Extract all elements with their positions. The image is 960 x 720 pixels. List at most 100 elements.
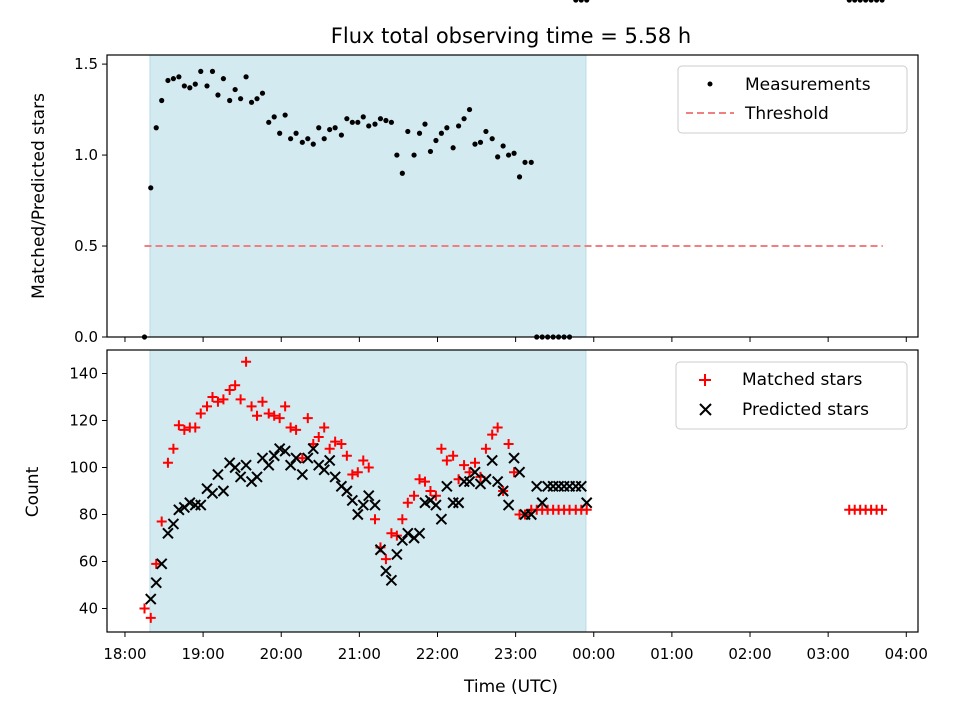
predicted-star-point xyxy=(234,471,247,483)
predicted-star-point xyxy=(441,480,453,493)
y-tick-label: 1.0 xyxy=(74,146,98,164)
measurement-point xyxy=(377,116,384,122)
measurement-point xyxy=(349,119,355,125)
matched-star-point xyxy=(218,394,229,405)
predicted-star-point xyxy=(531,480,543,493)
predicted-star-point xyxy=(463,475,476,488)
measurement-point xyxy=(355,119,361,125)
predicted-star-point xyxy=(162,527,174,540)
matched-star-point xyxy=(414,474,425,485)
predicted-star-point xyxy=(391,548,403,561)
predicted-star-point xyxy=(357,499,369,511)
matched-star-point xyxy=(487,429,498,440)
predicted-star-point xyxy=(268,450,280,462)
measurement-point xyxy=(215,92,221,98)
x-tick-label: 03:00 xyxy=(807,645,850,663)
matched-star-point xyxy=(480,443,491,454)
predicted-star-point xyxy=(508,452,520,464)
legend-predicted-marker xyxy=(699,403,712,416)
matched-star-point xyxy=(469,457,480,468)
predicted-star-point xyxy=(302,452,314,464)
top-y-ticks: 0.0 0.5 1.0 1.5 xyxy=(74,55,107,346)
legend-measurements-marker xyxy=(707,81,713,87)
bottom-x-ticks: 18:00 19:00 20:00 21:00 22:00 23:00 00:00 01:00… xyxy=(103,632,928,663)
legend-matched-marker xyxy=(699,374,711,386)
measurement-point xyxy=(466,106,473,113)
measurement-point xyxy=(495,154,501,160)
measurement-point xyxy=(338,132,344,138)
measurement-point xyxy=(316,125,322,131)
measurement-point xyxy=(227,97,233,104)
matched-star-point xyxy=(313,431,324,442)
matched-star-point xyxy=(285,422,296,433)
measurement-point xyxy=(232,86,238,93)
x-tick-label: 01:00 xyxy=(650,645,693,663)
matched-star-point xyxy=(202,401,213,412)
measurement-point xyxy=(868,0,874,3)
x-tick-label: 20:00 xyxy=(260,645,303,663)
matched-star-point xyxy=(386,528,397,539)
matched-star-point xyxy=(241,356,252,367)
matched-star-point xyxy=(425,486,436,496)
measurement-point xyxy=(857,0,863,3)
measurement-point xyxy=(198,68,204,74)
matched-star-point xyxy=(441,455,452,466)
x-axis-label: Time (UTC) xyxy=(463,677,558,697)
measurement-point xyxy=(305,136,311,142)
matched-star-point xyxy=(302,413,313,424)
measurement-point xyxy=(573,0,579,3)
predicted-star-point xyxy=(480,473,492,485)
predicted-star-point xyxy=(402,527,414,540)
predicted-star-point xyxy=(145,593,157,605)
matched-star-point xyxy=(358,455,369,466)
measurement-point xyxy=(388,119,394,125)
y-tick-label: 0.5 xyxy=(74,237,98,255)
matched-star-point xyxy=(391,530,402,541)
predicted-star-point xyxy=(513,466,526,478)
observing-window-shade-top xyxy=(149,54,587,338)
predicted-star-point xyxy=(491,475,504,488)
matched-star-point xyxy=(436,443,447,454)
measurement-point xyxy=(176,74,182,80)
predicted-star-point xyxy=(279,445,291,457)
measurement-point xyxy=(578,0,584,3)
measurement-point xyxy=(433,137,439,144)
predicted-star-point xyxy=(396,534,409,547)
measurement-point xyxy=(584,0,590,3)
matched-star-point xyxy=(162,457,173,468)
matched-star-point xyxy=(509,467,520,478)
matched-star-point xyxy=(235,394,246,405)
measurement-point xyxy=(528,159,534,165)
matched-star-point xyxy=(280,401,291,412)
top-x-ticks xyxy=(124,337,907,342)
top-y-axis-label: Matched/Predicted stars xyxy=(29,93,49,299)
measurement-point xyxy=(427,148,434,155)
predicted-star-point xyxy=(430,499,442,511)
matched-star-point xyxy=(207,392,218,402)
measurement-point xyxy=(220,76,227,82)
matched-star-point xyxy=(269,410,280,421)
matched-star-point xyxy=(190,422,201,433)
matched-star-point xyxy=(224,384,235,395)
measurement-point xyxy=(321,136,327,142)
matched-stars-points xyxy=(139,356,888,623)
y-tick-label: 40 xyxy=(79,600,98,618)
measurement-point xyxy=(181,83,187,89)
x-tick-label: 23:00 xyxy=(494,645,537,663)
bottom-legend-box xyxy=(675,361,908,430)
measurement-point xyxy=(277,130,283,136)
predicted-star-point xyxy=(229,461,241,474)
matched-star-point xyxy=(257,396,268,407)
legend-threshold-label: Threshold xyxy=(744,104,829,124)
measurement-point xyxy=(254,96,260,102)
matched-star-point xyxy=(369,514,380,525)
matched-star-point xyxy=(330,436,341,447)
matched-star-point xyxy=(291,424,302,435)
matched-star-point xyxy=(151,558,162,569)
predicted-star-point xyxy=(167,518,180,530)
measurement-point xyxy=(332,125,338,131)
measurement-point xyxy=(422,121,428,127)
measurement-point xyxy=(372,121,378,127)
predicted-star-point xyxy=(525,508,537,521)
legend-predicted-label: Predicted stars xyxy=(742,400,869,420)
